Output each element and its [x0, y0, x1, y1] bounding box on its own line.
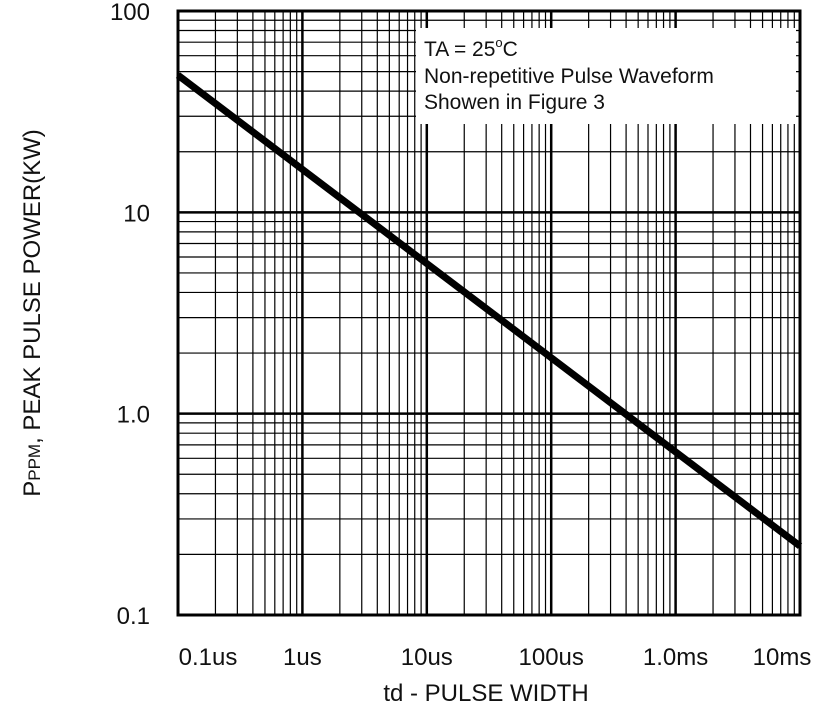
annotation-line-3: Showen in Figure 3	[424, 91, 605, 114]
plot-frame	[176, 9, 802, 617]
annotation-line-2: Non-repetitive Pulse Waveform	[424, 65, 714, 88]
y-tick-label: 10	[123, 200, 150, 227]
annotation: TA = 25oC Non-repetitive Pulse Waveform …	[424, 35, 714, 114]
y-tick-label: 0.1	[117, 603, 150, 630]
x-tick-label: 0.1us	[179, 644, 238, 671]
annotation-background	[416, 28, 796, 124]
x-axis-title: td - PULSE WIDTH	[383, 680, 588, 707]
x-tick-label: 10us	[401, 644, 453, 671]
y-axis-title: PPPM, PEAK PULSE POWER(KW)	[19, 129, 46, 497]
series-line	[175, 72, 803, 549]
y-tick-label: 100	[110, 0, 150, 26]
x-tick-label: 10ms	[753, 644, 812, 671]
y-tick-label: 1.0	[117, 402, 150, 429]
x-tick-label: 1.0ms	[643, 644, 708, 671]
x-tick-labels: 0.1us 1us 10us 100us 1.0ms 10ms	[179, 644, 812, 671]
minor-grid	[178, 11, 800, 615]
annotation-line-1: TA = 25oC	[424, 35, 518, 61]
series-layer	[175, 72, 803, 549]
y-tick-labels: 100 10 1.0 0.1	[110, 0, 150, 630]
x-tick-label: 100us	[519, 644, 584, 671]
x-tick-label: 1us	[283, 644, 322, 671]
